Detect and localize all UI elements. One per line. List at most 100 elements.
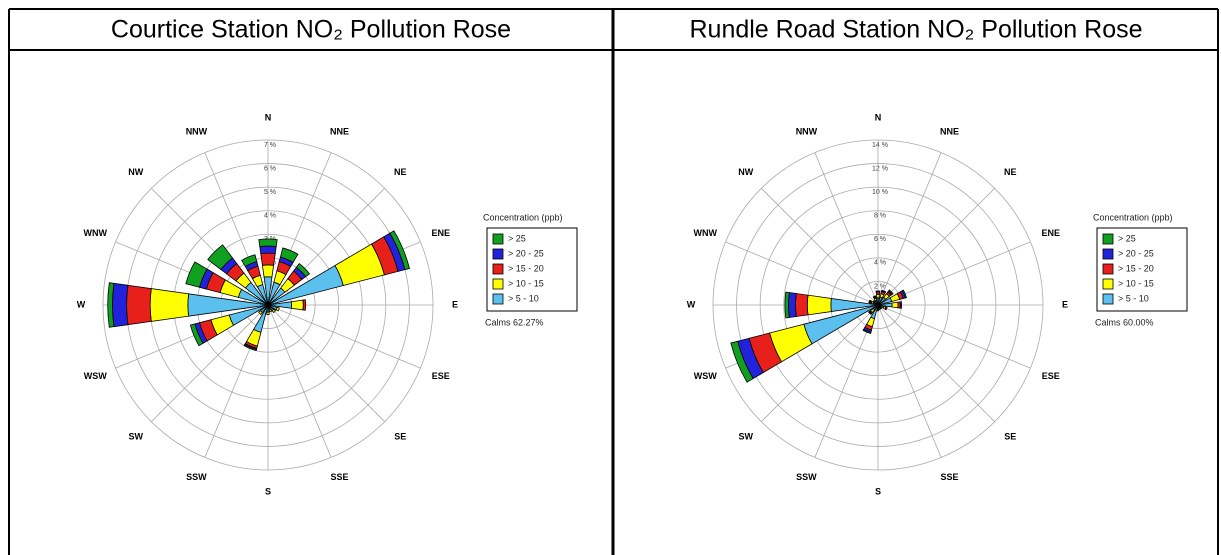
spoke [267, 304, 332, 458]
direction-label: SSW [796, 472, 817, 482]
legend-label: > 25 [508, 233, 526, 243]
r-tick-label: 6 % [874, 236, 886, 243]
rose-segment [271, 308, 277, 314]
rose-segment [876, 309, 880, 312]
spoke [877, 188, 995, 306]
rose-segment [868, 299, 871, 304]
direction-label: WSW [84, 371, 107, 381]
direction-label: SW [739, 432, 754, 442]
spoke [267, 304, 421, 369]
legend-label: > 15 - 20 [508, 263, 544, 273]
rose-segment [389, 230, 410, 271]
rose-segment [899, 301, 902, 309]
rose-segment [730, 340, 754, 383]
spoke [877, 304, 995, 422]
direction-label: NNW [186, 127, 208, 137]
direction-label: NE [394, 167, 407, 177]
legend-swatch [492, 233, 504, 245]
direction-label: ENE [432, 228, 451, 238]
rose-segment [275, 306, 280, 312]
legend-label: > 25 [1118, 233, 1136, 243]
rose-segment [295, 263, 310, 278]
legend-swatch [1102, 278, 1114, 290]
direction-label: W [687, 299, 696, 309]
legend-title: Concentration (ppb) [483, 212, 563, 222]
rose-segment [258, 238, 278, 248]
rose-segment [884, 306, 888, 311]
direction-label: SSE [941, 472, 959, 482]
direction-label: ENE [1042, 228, 1061, 238]
r-tick-label: 8 % [874, 213, 886, 220]
direction-label: S [875, 486, 881, 496]
chart-title: Rundle Road Station NO₂ Pollution Rose [689, 16, 1142, 44]
direction-label: ESE [1042, 371, 1060, 381]
r-tick-label: 2 % [874, 283, 886, 290]
direction-label: SSE [331, 472, 349, 482]
rose-segment [862, 328, 872, 335]
legend-label: > 15 - 20 [1118, 263, 1154, 273]
rose-segment [261, 264, 275, 278]
rose-segment [243, 344, 257, 352]
spoke [725, 241, 879, 306]
legend-title: Concentration (ppb) [1093, 212, 1173, 222]
direction-label: NW [128, 167, 143, 177]
direction-label: ESE [432, 371, 450, 381]
r-tick-label: 6 % [264, 165, 276, 172]
direction-label: NNW [796, 127, 818, 137]
r-tick-label: 14 % [872, 142, 888, 149]
rose-segment [901, 289, 908, 299]
rose-segment [876, 293, 880, 299]
direction-label: NNE [940, 127, 959, 137]
direction-label: SE [394, 432, 406, 442]
rose-segment [888, 289, 894, 295]
rose-segment [266, 311, 270, 315]
spoke [761, 304, 879, 422]
direction-label: WSW [694, 371, 717, 381]
rose-segment [784, 291, 790, 319]
legend-swatch [1102, 233, 1114, 245]
direction-label: NE [1004, 167, 1017, 177]
rose-segment [806, 294, 832, 316]
rose-segment [302, 299, 307, 311]
rose-segment [259, 245, 277, 255]
rose-segment [207, 244, 234, 271]
rose-segment [149, 288, 190, 322]
direction-label: WNW [693, 228, 717, 238]
direction-label: NNE [330, 127, 349, 137]
spoke [877, 304, 1031, 369]
rose-segment [112, 282, 129, 328]
r-tick-label: 4 % [264, 213, 276, 220]
direction-label: N [875, 112, 882, 122]
r-tick-label: 5 % [264, 189, 276, 196]
chart-title: Courtice Station NO₂ Pollution Rose [111, 16, 511, 44]
legend-label: > 10 - 15 [508, 278, 544, 288]
rose-segment [260, 252, 276, 266]
rose-segment [881, 289, 887, 294]
direction-label: S [265, 486, 271, 496]
rose-segment [879, 306, 883, 310]
r-tick-label: 4 % [874, 260, 886, 267]
direction-label: SW [129, 432, 144, 442]
direction-label: SSW [186, 472, 207, 482]
rose-segment [258, 310, 263, 315]
direction-label: N [265, 112, 272, 122]
spoke [814, 152, 879, 306]
rose-segment [872, 295, 877, 298]
rose-segment [241, 254, 258, 267]
spoke [877, 304, 942, 458]
rose-segment [189, 323, 204, 347]
rose-segment [126, 284, 152, 326]
rose-segment [279, 247, 299, 263]
rose-segment [891, 301, 899, 309]
legend-label: > 20 - 25 [1118, 248, 1154, 258]
legend-swatch [1102, 263, 1114, 275]
legend-swatch [492, 263, 504, 275]
rose-segment [788, 292, 797, 318]
legend-swatch [492, 278, 504, 290]
spoke [877, 152, 942, 306]
direction-label: NW [738, 167, 753, 177]
r-tick-label: 10 % [872, 189, 888, 196]
rose-segment [868, 311, 872, 315]
